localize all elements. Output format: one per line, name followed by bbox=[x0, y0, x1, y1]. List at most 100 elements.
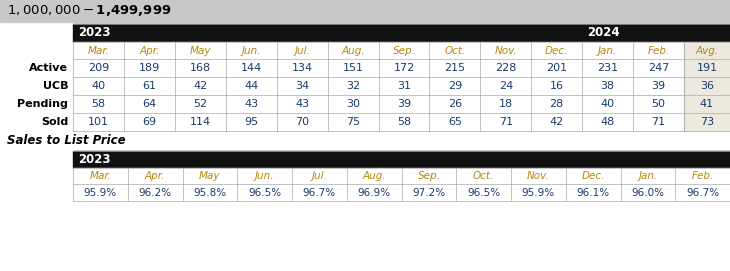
Text: 58: 58 bbox=[91, 99, 106, 109]
Text: Jun.: Jun. bbox=[242, 46, 261, 56]
Text: 96.7%: 96.7% bbox=[686, 188, 719, 198]
Text: 201: 201 bbox=[546, 63, 567, 73]
Text: 44: 44 bbox=[244, 81, 258, 91]
Text: 34: 34 bbox=[295, 81, 310, 91]
Text: 41: 41 bbox=[700, 99, 714, 109]
Text: 209: 209 bbox=[88, 63, 109, 73]
Bar bbox=[73, 59, 684, 77]
Text: 96.5%: 96.5% bbox=[248, 188, 281, 198]
Text: Dec.: Dec. bbox=[545, 46, 569, 56]
Text: 30: 30 bbox=[346, 99, 360, 109]
Bar bbox=[73, 113, 684, 131]
Text: 40: 40 bbox=[91, 81, 106, 91]
Text: Feb.: Feb. bbox=[691, 171, 714, 181]
Text: Jan.: Jan. bbox=[598, 46, 618, 56]
Text: 97.2%: 97.2% bbox=[412, 188, 445, 198]
Text: May: May bbox=[190, 46, 211, 56]
Text: 96.1%: 96.1% bbox=[577, 188, 610, 198]
Text: 95.9%: 95.9% bbox=[84, 188, 117, 198]
Text: 96.5%: 96.5% bbox=[467, 188, 500, 198]
Text: Mar.: Mar. bbox=[88, 46, 110, 56]
Text: 151: 151 bbox=[342, 63, 364, 73]
Text: Mar.: Mar. bbox=[90, 171, 111, 181]
Text: 40: 40 bbox=[601, 99, 615, 109]
Text: 2024: 2024 bbox=[587, 27, 620, 40]
Text: 38: 38 bbox=[601, 81, 615, 91]
Text: Dec.: Dec. bbox=[581, 171, 605, 181]
Text: 42: 42 bbox=[550, 117, 564, 127]
Text: Oct.: Oct. bbox=[473, 171, 494, 181]
Bar bbox=[684, 113, 730, 131]
Text: 18: 18 bbox=[499, 99, 513, 109]
Text: 28: 28 bbox=[550, 99, 564, 109]
Text: May: May bbox=[199, 171, 220, 181]
Text: 73: 73 bbox=[700, 117, 714, 127]
Text: 95: 95 bbox=[244, 117, 258, 127]
Text: Nov.: Nov. bbox=[527, 171, 550, 181]
Text: 61: 61 bbox=[142, 81, 156, 91]
Text: 26: 26 bbox=[447, 99, 462, 109]
Text: 75: 75 bbox=[346, 117, 360, 127]
Bar bbox=[0, 0, 730, 22]
Text: 29: 29 bbox=[447, 81, 462, 91]
Text: Feb.: Feb. bbox=[648, 46, 669, 56]
Text: 31: 31 bbox=[397, 81, 411, 91]
Text: 42: 42 bbox=[193, 81, 207, 91]
Text: Jun.: Jun. bbox=[255, 171, 274, 181]
Bar bbox=[73, 168, 730, 184]
Text: Jul.: Jul. bbox=[294, 46, 310, 56]
Text: Aug.: Aug. bbox=[341, 46, 365, 56]
Text: 172: 172 bbox=[393, 63, 415, 73]
Text: 36: 36 bbox=[700, 81, 714, 91]
Text: 95.9%: 95.9% bbox=[522, 188, 555, 198]
Text: 189: 189 bbox=[139, 63, 160, 73]
Text: 168: 168 bbox=[190, 63, 211, 73]
Bar bbox=[684, 59, 730, 77]
Text: 43: 43 bbox=[244, 99, 258, 109]
Bar bbox=[73, 42, 684, 59]
Text: Pending: Pending bbox=[17, 99, 68, 109]
Bar bbox=[73, 151, 730, 168]
Bar bbox=[73, 77, 684, 95]
Text: Apr.: Apr. bbox=[145, 171, 165, 181]
Bar bbox=[73, 95, 684, 113]
Text: 71: 71 bbox=[499, 117, 513, 127]
Text: 95.8%: 95.8% bbox=[193, 188, 226, 198]
Text: 247: 247 bbox=[648, 63, 669, 73]
Text: Jan.: Jan. bbox=[638, 171, 658, 181]
Text: Sep.: Sep. bbox=[393, 46, 415, 56]
Text: 96.2%: 96.2% bbox=[139, 188, 172, 198]
Text: 70: 70 bbox=[295, 117, 310, 127]
Text: 48: 48 bbox=[601, 117, 615, 127]
Text: 96.7%: 96.7% bbox=[303, 188, 336, 198]
Text: Nov.: Nov. bbox=[494, 46, 517, 56]
Text: 228: 228 bbox=[495, 63, 517, 73]
Text: 231: 231 bbox=[597, 63, 618, 73]
Text: 43: 43 bbox=[295, 99, 310, 109]
Text: 16: 16 bbox=[550, 81, 564, 91]
Text: 58: 58 bbox=[397, 117, 411, 127]
Text: 134: 134 bbox=[291, 63, 312, 73]
Bar bbox=[684, 77, 730, 95]
Text: Jul.: Jul. bbox=[312, 171, 327, 181]
Text: Sales to List Price: Sales to List Price bbox=[7, 134, 126, 147]
Text: 32: 32 bbox=[346, 81, 360, 91]
Text: 96.0%: 96.0% bbox=[631, 188, 664, 198]
Text: Sep.: Sep. bbox=[418, 171, 440, 181]
Text: 24: 24 bbox=[499, 81, 513, 91]
Text: 191: 191 bbox=[696, 63, 718, 73]
Text: 144: 144 bbox=[241, 63, 262, 73]
Text: 69: 69 bbox=[142, 117, 156, 127]
Text: 64: 64 bbox=[142, 99, 156, 109]
Text: $1,000,000 - $1,499,999: $1,000,000 - $1,499,999 bbox=[7, 4, 172, 18]
Bar bbox=[684, 95, 730, 113]
Text: 65: 65 bbox=[448, 117, 462, 127]
Text: 50: 50 bbox=[652, 99, 666, 109]
Text: 2023: 2023 bbox=[78, 153, 110, 166]
Text: Active: Active bbox=[29, 63, 68, 73]
Text: Apr.: Apr. bbox=[139, 46, 159, 56]
Text: UCB: UCB bbox=[42, 81, 68, 91]
Text: 2023: 2023 bbox=[78, 27, 110, 40]
Text: 39: 39 bbox=[651, 81, 666, 91]
Text: 71: 71 bbox=[651, 117, 666, 127]
